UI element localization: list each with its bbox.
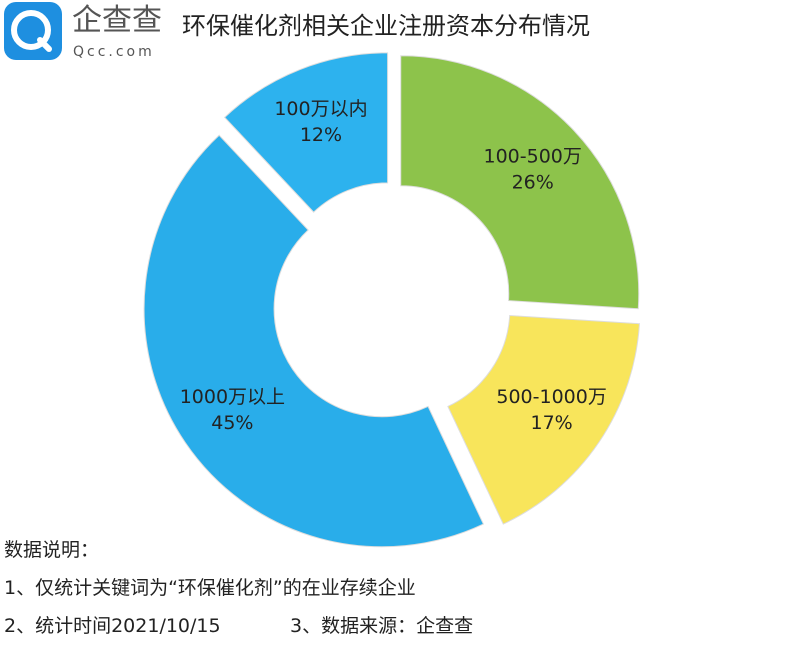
segment-label: 500-1000万 (496, 386, 606, 408)
notes-heading: 数据说明： (4, 539, 99, 561)
logo-text: 企查查 (72, 3, 162, 38)
value-label: 26% (512, 171, 554, 193)
donut-segment (223, 52, 389, 213)
note-line: 1、仅统计关键词为“环保催化剂”的在业存续企业 (4, 577, 416, 599)
value-label: 12% (300, 124, 342, 146)
donut-segment (400, 55, 640, 310)
donut-segment (447, 314, 640, 525)
note-line: 2、统计时间2021/10/15 (4, 615, 221, 637)
note-line: 3、数据来源：企查查 (290, 615, 473, 637)
segment-label: 100万以内 (274, 98, 367, 120)
value-label: 17% (531, 412, 573, 434)
donut-segment (143, 134, 485, 548)
segment-label: 1000万以上 (180, 386, 285, 408)
chart-title: 环保催化剂相关企业注册资本分布情况 (182, 12, 590, 40)
logo-ring (11, 10, 51, 50)
segment-label: 100-500万 (483, 145, 581, 167)
logo-sub: Qcc.com (73, 44, 155, 60)
donut: 100-500万 26% 500-1000万 17% 1000万以上 45% 100万以内 1… (143, 52, 640, 548)
logo-tail (37, 37, 52, 52)
value-label: 45% (211, 412, 253, 434)
